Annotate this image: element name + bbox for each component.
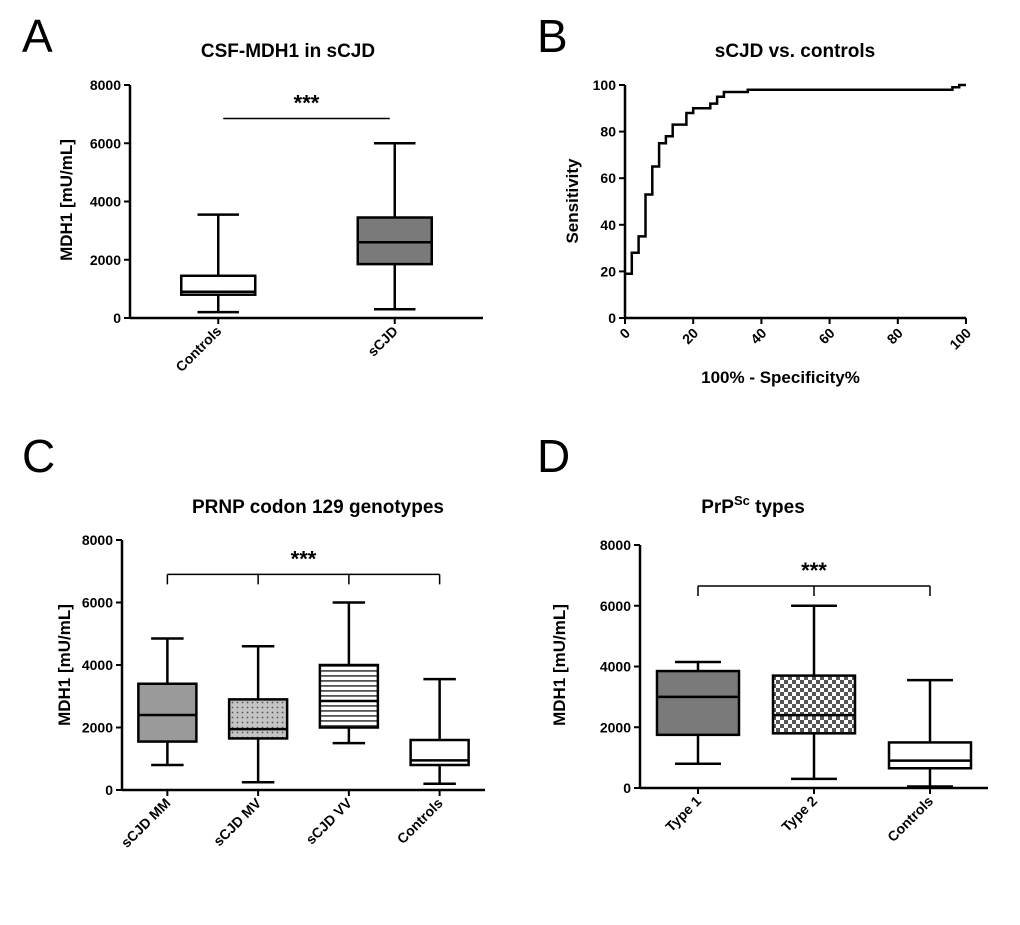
panel-c-category-label: sCJD VV (302, 794, 355, 847)
panel-d-y-tick-label: 0 (623, 780, 631, 796)
panel-b-x-tick-label: 20 (679, 325, 701, 347)
panel-b-x-tick-label: 40 (747, 325, 769, 347)
panel-b-title: sCJD vs. controls (715, 41, 876, 62)
panel-c-y-tick-label: 0 (105, 782, 113, 798)
panel-a-box-scjd (356, 142, 433, 311)
panel-b-y-tick-label: 80 (600, 124, 616, 140)
panel-d-category-label: Type 2 (778, 793, 820, 835)
panel-a-y-tick-label: 2000 (90, 252, 121, 268)
panel-letter-d: D (537, 430, 570, 482)
panel-d-box-type-2 (771, 604, 857, 781)
panel-c-category-label: sCJD MM (118, 795, 174, 851)
panel-letter-c: C (22, 430, 55, 482)
panel-d-title-rest: types (750, 497, 805, 518)
panel-b-x-tick-label: 0 (616, 325, 633, 342)
panel-b-x-tick-label: 100 (946, 325, 974, 353)
panel-letter-b: B (537, 10, 568, 62)
panel-a-chart: 0 2000 4000 6000 8000 MDH1 [mU/mL] Controls sCJ… (57, 77, 483, 375)
panel-d-y-tick-label: 4000 (600, 659, 631, 675)
panel-d-chart: 0 2000 4000 6000 8000 MDH1 [mU/mL] Type 1 Type … (550, 537, 988, 845)
panel-a-category-label: Controls (172, 323, 224, 375)
box-iqr (227, 698, 289, 740)
panel-d-box-controls (887, 678, 973, 788)
box-iqr (356, 216, 433, 266)
panel-d-y-tick-label: 2000 (600, 719, 631, 735)
panel-b-y-tick-label: 20 (600, 263, 616, 279)
panel-b-x-axis-label: 100% - Specificity% (701, 368, 860, 387)
panel-a-y-tick-label: 4000 (90, 194, 121, 210)
panel-d-title: PrPSc types (701, 493, 805, 518)
panel-a-y-tick-label: 8000 (90, 77, 121, 93)
panel-b-y-tick-label: 40 (600, 217, 616, 233)
panel-a-y-tick-label: 6000 (90, 135, 121, 151)
box-iqr (655, 669, 741, 737)
panel-c-box-scjd-vv (318, 601, 380, 745)
panel-c-box-scjd-mv (227, 645, 289, 784)
box-iqr (137, 682, 198, 743)
panel-c-category-label: Controls (394, 795, 446, 847)
panel-b-x-tick-label: 60 (815, 325, 837, 347)
box-iqr (887, 741, 973, 770)
panel-d-y-tick-label: 6000 (600, 598, 631, 614)
panel-a-y-axis-label: MDH1 [mU/mL] (57, 139, 76, 261)
box-iqr (318, 663, 380, 729)
panel-b-chart: 0 20 40 60 80 100 0 20 40 60 80 100 100% - Specifici… (563, 77, 974, 387)
panel-d-category-label: Type 1 (662, 793, 704, 835)
panel-a-category-label: sCJD (364, 323, 401, 360)
panel-d-category-label: Controls (884, 793, 936, 845)
panel-c-category-label: sCJD MV (210, 794, 265, 849)
panel-d-title-main: PrP (701, 497, 734, 518)
panel-d-title-sup: Sc (734, 493, 750, 508)
panel-a-y-tick-label: 0 (113, 310, 121, 326)
panel-letter-a: A (22, 10, 53, 62)
panel-c-y-tick-label: 4000 (82, 657, 113, 673)
panel-b-y-tick-label: 100 (593, 77, 617, 93)
panel-d-box-type-1 (655, 660, 741, 765)
panel-b-x-tick-label: 80 (884, 325, 906, 347)
panel-b-y-axis-label: Sensitivity (563, 158, 582, 244)
panel-c-y-tick-label: 6000 (82, 595, 113, 611)
panel-c-y-tick-label: 8000 (82, 532, 113, 548)
panel-d-significance-label: *** (801, 558, 827, 583)
panel-d-y-axis-label: MDH1 [mU/mL] (550, 604, 569, 726)
panel-c-y-tick-label: 2000 (82, 720, 113, 736)
panel-b-y-tick-label: 60 (600, 170, 616, 186)
panel-c-chart: 0 2000 4000 6000 8000 MDH1 [mU/mL] sCJD MM sCJD… (55, 532, 485, 851)
panel-b-y-tick-label: 0 (608, 310, 616, 326)
panel-b-roc-curve (625, 83, 966, 275)
panel-c-box-controls (409, 677, 470, 785)
panel-c-significance-label: *** (291, 546, 317, 571)
box-iqr (180, 274, 257, 296)
panel-a-title: CSF-MDH1 in sCJD (201, 41, 375, 62)
panel-c-y-axis-label: MDH1 [mU/mL] (55, 604, 74, 726)
panel-a-box-controls (180, 213, 257, 314)
panel-d-y-tick-label: 8000 (600, 537, 631, 553)
panel-c-title: PRNP codon 129 genotypes (192, 497, 444, 518)
panel-a-significance-label: *** (294, 90, 320, 115)
box-iqr (771, 674, 857, 735)
panel-c-box-scjd-mm (137, 637, 198, 767)
